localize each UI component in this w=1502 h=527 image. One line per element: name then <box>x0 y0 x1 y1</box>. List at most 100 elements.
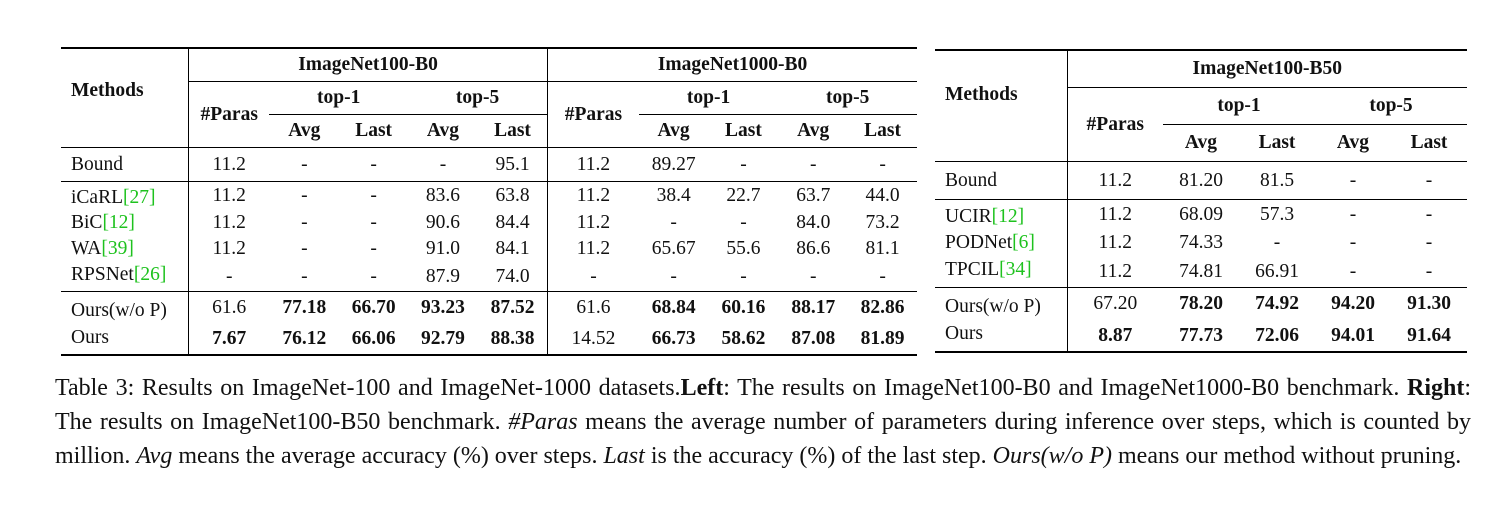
table-cell: 90.6 <box>425 212 460 234</box>
top5-header: top-5 <box>1315 87 1467 125</box>
method-name: Ours(w/o P) <box>61 291 189 324</box>
caption-text: means our method without pruning. <box>1112 443 1462 469</box>
paras-header: #Paras <box>1086 113 1144 135</box>
caption-text: means the average number of parameters d… <box>55 409 1471 469</box>
table-cell: 61.6 <box>212 297 247 319</box>
caption-text: is the accuracy (%) of the last step. <box>644 443 993 469</box>
table-cell: 84.4 <box>477 210 549 236</box>
table-cell: 11.2 <box>212 153 246 175</box>
citation-link[interactable]: [27] <box>123 187 156 209</box>
caption-term: #Paras <box>508 409 578 435</box>
method-name: PODNet[6] <box>935 230 1068 256</box>
table-cell: - <box>301 153 308 175</box>
table-cell: 11.2 <box>576 238 611 260</box>
last-header: Last <box>864 120 901 142</box>
table-cell: 78.20 <box>1179 293 1223 315</box>
table-row-wa: WA[39] 11.2 - - 91.0 84.1 11.2 65.67 55.… <box>61 236 917 262</box>
table-cell: 88.38 <box>477 324 549 355</box>
table-cell: 11.2 <box>1098 232 1132 254</box>
table-cell: 74.33 <box>1179 232 1223 254</box>
table-cell: 72.06 <box>1255 324 1299 346</box>
table-cell: - <box>1349 169 1357 191</box>
table-cell: - <box>301 265 308 287</box>
table-cell: - <box>670 212 677 234</box>
table-cell: 11.2 <box>1098 204 1132 226</box>
table-cell: 87.08 <box>791 328 836 350</box>
caption-label: Table 3: Results on ImageNet-100 and Ima… <box>55 375 681 401</box>
table-cell: 66.06 <box>351 328 396 350</box>
table-row-tpcil: TPCIL[34] 11.2 74.81 66.91 - - <box>935 256 1467 288</box>
table-cell: 94.20 <box>1331 293 1375 315</box>
method-name: UCIR[12] <box>935 199 1068 230</box>
table-cell: - <box>810 265 817 287</box>
table-cell: 22.7 <box>726 185 761 207</box>
last-header: Last <box>477 114 549 148</box>
table-row-bound: Bound 11.2 - - - 95.1 11.2 89.27 - - - <box>61 147 917 182</box>
table-cell: - <box>810 153 817 175</box>
table-cell: 81.1 <box>865 238 900 260</box>
table-cell: - <box>740 212 747 234</box>
table-cell: - <box>370 153 377 175</box>
method-name: iCaRL[27] <box>61 181 189 210</box>
caption-text: : The results on ImageNet100-B0 and Imag… <box>723 375 1407 401</box>
table-cell: - <box>1425 169 1433 191</box>
table-caption: Table 3: Results on ImageNet-100 and Ima… <box>55 371 1471 473</box>
citation-link[interactable]: [6] <box>1012 232 1035 254</box>
table-cell: - <box>670 265 677 287</box>
paras-header: #Paras <box>564 103 623 125</box>
avg-header: Avg <box>657 120 690 142</box>
avg-header: Avg <box>1336 132 1370 154</box>
last-header: Last <box>355 120 393 142</box>
methods-header: Methods <box>61 48 189 148</box>
table-cell: 87.52 <box>477 291 549 324</box>
citation-link[interactable]: [34] <box>999 258 1032 280</box>
table-cell: - <box>1425 232 1433 254</box>
table-cell: 76.12 <box>282 328 327 350</box>
table-row-rpsnet: RPSNet[26] - - - 87.9 74.0 - - - - - <box>61 262 917 292</box>
table-cell: - <box>1273 232 1281 254</box>
left-results-table: Methods ImageNet100-B0 ImageNet1000-B0 #… <box>61 47 917 356</box>
table-row-ours-wo-p: Ours(w/o P) 67.20 78.20 74.92 94.20 91.3… <box>935 287 1467 320</box>
citation-link[interactable]: [12] <box>102 212 135 234</box>
table-cell: - <box>370 212 377 234</box>
table-cell: 68.09 <box>1179 204 1223 226</box>
table-row-bound: Bound 11.2 81.20 81.5 - - <box>935 161 1467 200</box>
table-cell: - <box>590 265 597 287</box>
table-cell: 74.81 <box>1179 260 1223 282</box>
caption-text: : The results on ImageNet100-B50 benchma… <box>55 375 1471 435</box>
avg-header: Avg <box>426 120 459 142</box>
top5-header: top-5 <box>408 81 549 115</box>
table-row-ours: Ours 7.67 76.12 66.06 92.79 88.38 14.52 … <box>61 324 917 355</box>
table-cell: - <box>879 265 886 287</box>
table-cell: 73.2 <box>865 212 900 234</box>
caption-term: Last <box>603 443 645 469</box>
citation-link[interactable]: [26] <box>133 264 167 286</box>
citation-link[interactable]: [39] <box>101 238 134 260</box>
table-cell: 86.6 <box>796 238 831 260</box>
table-cell: 81.5 <box>1259 169 1295 191</box>
table-cell: - <box>1425 260 1433 282</box>
table-cell: 67.20 <box>1093 293 1138 315</box>
table-cell: 58.62 <box>721 328 766 350</box>
table-cell: 11.2 <box>1098 260 1132 282</box>
last-header: Last <box>725 120 762 142</box>
table-cell: 11.2 <box>212 212 246 234</box>
table-cell: - <box>1349 232 1357 254</box>
table-cell: 11.2 <box>212 238 246 260</box>
table-cell: 11.2 <box>576 185 611 207</box>
table-cell: 55.6 <box>726 238 761 260</box>
header-row-2: #Paras top-1 top-5 <box>935 87 1467 134</box>
last-header: Last <box>1410 132 1448 154</box>
citation-link[interactable]: [12] <box>991 206 1025 228</box>
avg-header: Avg <box>288 120 321 142</box>
table-cell: - <box>439 153 447 175</box>
table-cell: 60.16 <box>721 297 766 319</box>
top1-header: top-1 <box>269 81 409 115</box>
table-cell: 88.17 <box>791 297 836 319</box>
table-cell: 94.01 <box>1331 324 1375 346</box>
table-row-ours: Ours 8.87 77.73 72.06 94.01 91.64 <box>935 320 1467 352</box>
table-cell: 82.86 <box>860 297 905 319</box>
header-row-3: Avg Last Avg Last Avg Last Avg Last <box>61 114 917 148</box>
table-cell: 83.6 <box>425 185 460 207</box>
method-name: TPCIL[34] <box>935 256 1068 288</box>
